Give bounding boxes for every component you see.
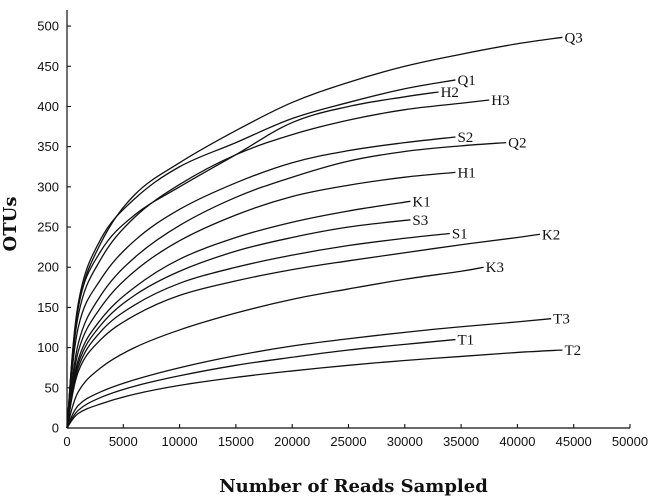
series-line-s3 [66, 219, 411, 429]
y-tick-label: 200 [37, 260, 59, 275]
series-label-t2: T2 [564, 343, 581, 359]
series-label-q2: Q2 [508, 136, 526, 152]
series-line-t2 [66, 349, 563, 429]
y-tick-label: 250 [37, 220, 59, 235]
series-line-h2 [66, 91, 439, 429]
y-tick-label: 0 [52, 421, 59, 436]
x-tick-label: 0 [63, 434, 70, 449]
x-tick-label: 35000 [443, 434, 479, 449]
series-line-q2 [66, 141, 507, 429]
series-line-k3 [66, 266, 484, 429]
series-line-q3 [66, 36, 563, 429]
y-tick-label: 150 [37, 300, 59, 315]
x-tick-label: 10000 [162, 434, 198, 449]
series-label-t1: T1 [457, 333, 474, 349]
x-tick-label: 45000 [556, 434, 592, 449]
x-tick-label: 15000 [218, 434, 254, 449]
series-line-k2 [66, 233, 541, 429]
series-label-s3: S3 [412, 213, 428, 229]
x-tick-label: 5000 [109, 434, 138, 449]
series-line-t3 [66, 318, 552, 429]
y-tick-label: 400 [37, 99, 59, 114]
y-tick-label: 500 [37, 19, 59, 34]
y-tick-label: 450 [37, 59, 59, 74]
series-label-h3: H3 [491, 93, 509, 109]
y-tick-label: 350 [37, 139, 59, 154]
series-line-h1 [66, 171, 456, 429]
series-line-h3 [66, 99, 490, 429]
x-tick-label: 50000 [612, 434, 648, 449]
x-tick-label: 25000 [330, 434, 366, 449]
x-tick-label: 30000 [387, 434, 423, 449]
axis-ticks: 0 5000 10000 15000 20000 25000 30000 35000 40000… [37, 19, 648, 449]
series-line-q1 [66, 79, 456, 429]
x-axis-title: Number of Reads Sampled [219, 476, 488, 497]
x-tick-label: 40000 [499, 434, 535, 449]
series-line-t1 [66, 338, 456, 429]
series-label-k3: K3 [486, 260, 504, 276]
y-axis-title: OTUs [0, 197, 21, 252]
series-label-s2: S2 [457, 130, 473, 146]
y-tick-label: 300 [37, 179, 59, 194]
series-label-t3: T3 [553, 312, 570, 328]
series-label-k2: K2 [542, 227, 560, 243]
series-label-h1: H1 [457, 165, 475, 181]
series-line-s1 [66, 232, 450, 429]
series-label-q3: Q3 [564, 30, 582, 46]
series-label-h2: H2 [441, 85, 459, 101]
series-line-s2 [66, 136, 456, 429]
series-lines [66, 36, 563, 429]
series-label-q1: Q1 [457, 73, 475, 89]
series-label-k1: K1 [412, 194, 430, 210]
y-tick-label: 100 [37, 340, 59, 355]
x-tick-label: 20000 [274, 434, 310, 449]
series-label-s1: S1 [452, 226, 468, 242]
y-tick-label: 50 [45, 380, 59, 395]
series-line-k1 [66, 200, 411, 429]
